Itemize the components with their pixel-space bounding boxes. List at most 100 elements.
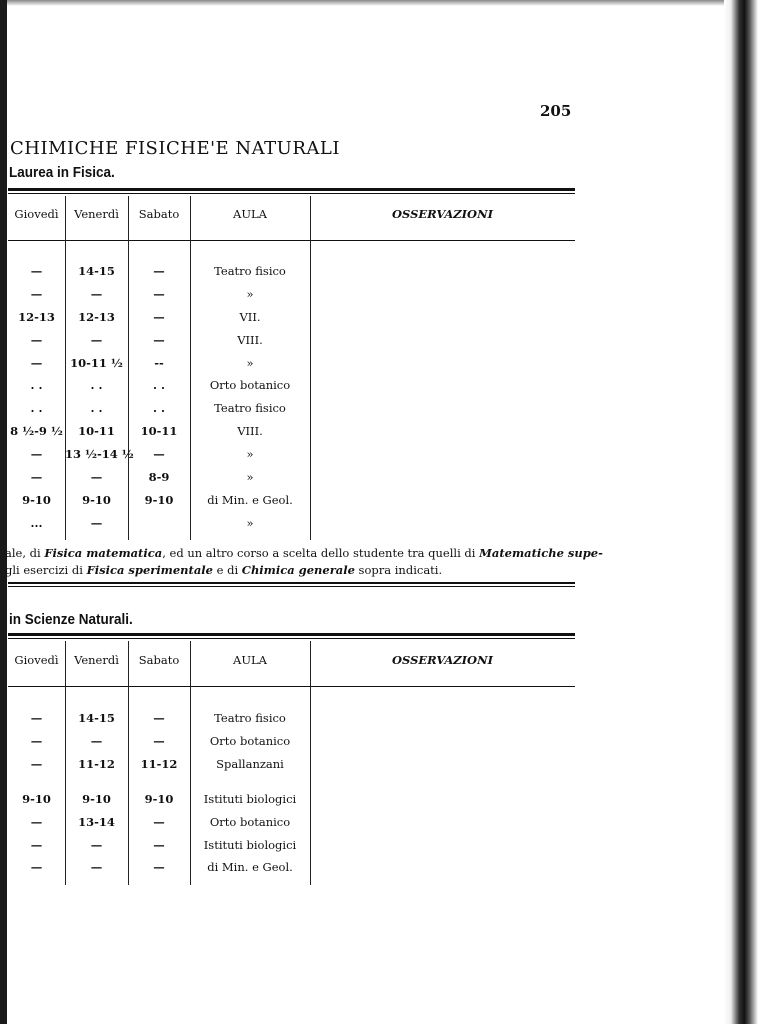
table-cell: — bbox=[30, 447, 43, 461]
table-cell: — bbox=[153, 287, 165, 301]
table-cell: di Min. e Geol. bbox=[207, 860, 293, 874]
table-cell: . . bbox=[152, 401, 165, 415]
column-divider bbox=[128, 196, 129, 540]
table-cell: — bbox=[30, 333, 43, 347]
column-header: OSSERVAZIONI bbox=[392, 207, 493, 221]
table-cell: — bbox=[153, 711, 165, 725]
table-cell: » bbox=[246, 470, 254, 484]
table-cell: 9-10 bbox=[22, 493, 51, 507]
table-cell: 8-9 bbox=[148, 470, 170, 484]
column-header: Venerdì bbox=[74, 207, 119, 221]
table-cell: — bbox=[90, 734, 103, 748]
table-cell: 11-12 bbox=[140, 757, 178, 771]
note-italic: Fisica sperimentale bbox=[86, 563, 213, 577]
table-cell: » bbox=[246, 447, 254, 461]
table-cell: Orto botanico bbox=[209, 378, 291, 392]
table-cell: Orto botanico bbox=[209, 815, 291, 829]
table-cell: 10-11 ½ bbox=[70, 356, 123, 370]
column-header: AULA bbox=[233, 207, 267, 221]
table-cell: 14-15 bbox=[78, 264, 115, 278]
page-number: 205 bbox=[540, 102, 572, 120]
column-divider bbox=[65, 641, 66, 885]
table-cell: — bbox=[153, 447, 165, 461]
header-rule bbox=[8, 686, 575, 687]
table-cell: 14-15 bbox=[78, 711, 115, 725]
table-cell: — bbox=[90, 838, 103, 852]
column-divider bbox=[190, 641, 191, 885]
table-cell: Orto botanico bbox=[209, 734, 291, 748]
note-text: e di bbox=[212, 563, 242, 577]
table-cell: — bbox=[30, 470, 43, 484]
footnote-line-2: gli esercizi di Fisica sperimentale e di… bbox=[5, 563, 442, 577]
column-divider bbox=[190, 196, 191, 540]
table-cell: 9-10 bbox=[144, 493, 174, 507]
header-rule bbox=[8, 240, 575, 241]
table-top-rule bbox=[8, 193, 575, 194]
note-text: ale, di bbox=[5, 546, 45, 560]
table-cell: — bbox=[30, 757, 43, 771]
section1-title: Laurea in Fisica. bbox=[9, 164, 115, 181]
table-cell: — bbox=[90, 470, 103, 484]
table-cell: . . bbox=[90, 378, 103, 392]
table-cell: 13-14 bbox=[78, 815, 115, 829]
column-divider bbox=[65, 196, 66, 540]
table-cell: 10-11 bbox=[140, 424, 178, 438]
table-cell: -- bbox=[154, 356, 164, 370]
note-italic: Chimica generale bbox=[241, 563, 355, 577]
table-cell: 13 ½-14 ½ bbox=[65, 447, 134, 461]
column-divider bbox=[128, 641, 129, 885]
table-cell: Istituti biologici bbox=[203, 838, 297, 852]
table-top-rule bbox=[8, 188, 575, 191]
table-cell: — bbox=[30, 838, 43, 852]
column-header: Sabato bbox=[138, 207, 180, 221]
table-cell: — bbox=[30, 264, 43, 278]
note-text: gli esercizi di bbox=[5, 563, 87, 577]
table-cell: — bbox=[30, 860, 43, 874]
note-italic: Fisica matematica bbox=[44, 546, 163, 560]
scan-right-edge bbox=[724, 0, 758, 1024]
table-cell: — bbox=[90, 860, 103, 874]
column-divider bbox=[310, 641, 311, 885]
table-cell: — bbox=[153, 333, 165, 347]
table-cell: 12-13 bbox=[78, 310, 115, 324]
footnote-line-1: ale, di Fisica matematica, ed un altro c… bbox=[5, 546, 603, 560]
table-cell: — bbox=[153, 310, 165, 324]
table-cell: ... bbox=[30, 516, 43, 530]
table-cell: — bbox=[90, 333, 103, 347]
table-cell: — bbox=[153, 860, 165, 874]
table-cell: » bbox=[246, 287, 254, 301]
table-cell: . . bbox=[30, 378, 43, 392]
note-text: sopra indicati. bbox=[354, 563, 443, 577]
table-cell: VIII. bbox=[237, 333, 263, 347]
table-cell: — bbox=[153, 734, 165, 748]
table-cell: 9-10 bbox=[22, 792, 51, 806]
table-cell: Teatro fisico bbox=[214, 711, 286, 725]
column-header: Giovedì bbox=[14, 653, 59, 667]
table-cell: 9-10 bbox=[82, 493, 111, 507]
table-cell: . . bbox=[90, 401, 103, 415]
table-cell: . . bbox=[30, 401, 43, 415]
table-cell: — bbox=[30, 356, 43, 370]
table-cell: 9-10 bbox=[144, 792, 174, 806]
divider bbox=[8, 586, 575, 587]
table-cell: » bbox=[246, 356, 254, 370]
note-italic: Matematiche supe- bbox=[479, 546, 603, 560]
table-cell: . . bbox=[152, 378, 165, 392]
table-cell: 12-13 bbox=[18, 310, 55, 324]
divider bbox=[8, 582, 575, 584]
column-header: Giovedì bbox=[14, 207, 59, 221]
table-cell: 10-11 bbox=[78, 424, 115, 438]
table-cell: VIII. bbox=[237, 424, 263, 438]
table-cell: — bbox=[153, 815, 165, 829]
section2-title: in Scienze Naturali. bbox=[9, 611, 133, 628]
table-cell: — bbox=[30, 711, 43, 725]
table-cell: — bbox=[153, 264, 165, 278]
table-cell: — bbox=[30, 287, 43, 301]
table-cell: » bbox=[246, 516, 254, 530]
table-top-rule bbox=[8, 633, 575, 636]
page-heading: CHIMICHE FISICHE'E NATURALI bbox=[10, 138, 340, 159]
table-cell: VII. bbox=[239, 310, 261, 324]
table-cell: di Min. e Geol. bbox=[207, 493, 293, 507]
table-cell: — bbox=[153, 838, 165, 852]
table-cell: — bbox=[90, 287, 103, 301]
